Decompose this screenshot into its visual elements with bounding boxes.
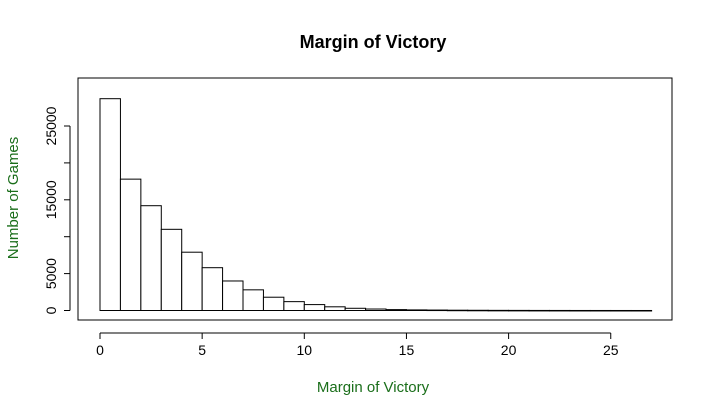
histogram-bar	[160, 228, 183, 312]
histogram-bar	[99, 98, 121, 311]
histogram-bars	[99, 98, 653, 312]
histogram-bar	[405, 309, 428, 312]
histogram-bar	[528, 309, 550, 312]
y-axis: 0 5000 15000 25000	[43, 106, 71, 314]
histogram-bar	[569, 309, 591, 312]
histogram-bar	[119, 178, 142, 311]
histogram-bar	[181, 251, 203, 311]
x-tick-label: 10	[297, 342, 313, 358]
histogram-bar	[140, 205, 162, 311]
histogram-bar	[426, 309, 448, 312]
y-tick-label: 25000	[43, 106, 59, 145]
histogram-bar	[508, 309, 530, 312]
histogram-bar	[630, 309, 653, 312]
histogram-bar	[446, 309, 469, 312]
histogram-bar	[610, 309, 632, 312]
histogram-bar	[324, 306, 346, 311]
histogram-bar	[201, 267, 224, 312]
histogram-bar	[283, 301, 305, 312]
y-tick-label: 5000	[43, 258, 59, 289]
x-axis-label: Margin of Victory	[317, 379, 430, 396]
plot-area-frame	[77, 77, 673, 321]
x-tick-label: 20	[501, 342, 517, 358]
histogram-bar	[365, 308, 387, 311]
x-tick-label: 0	[96, 342, 104, 358]
histogram-bar	[589, 309, 612, 312]
x-tick-label: 15	[399, 342, 415, 358]
y-axis-label: Number of Games	[5, 137, 22, 260]
histogram-bar	[548, 309, 571, 312]
chart-title: Margin of Victory	[300, 32, 447, 52]
histogram-bar	[467, 309, 489, 312]
histogram-bar	[262, 296, 285, 312]
histogram-bar	[222, 280, 244, 312]
histogram-bar	[487, 309, 510, 312]
histogram-bar	[344, 307, 367, 312]
histogram-bar	[303, 304, 326, 312]
x-axis: 0 5 10 15 20 25	[96, 332, 619, 358]
x-tick-label: 5	[198, 342, 206, 358]
x-tick-label: 25	[603, 342, 619, 358]
y-tick-label: 0	[43, 306, 59, 314]
histogram-bar	[385, 309, 407, 312]
y-tick-label: 15000	[43, 180, 59, 219]
histogram-bar	[242, 289, 264, 311]
